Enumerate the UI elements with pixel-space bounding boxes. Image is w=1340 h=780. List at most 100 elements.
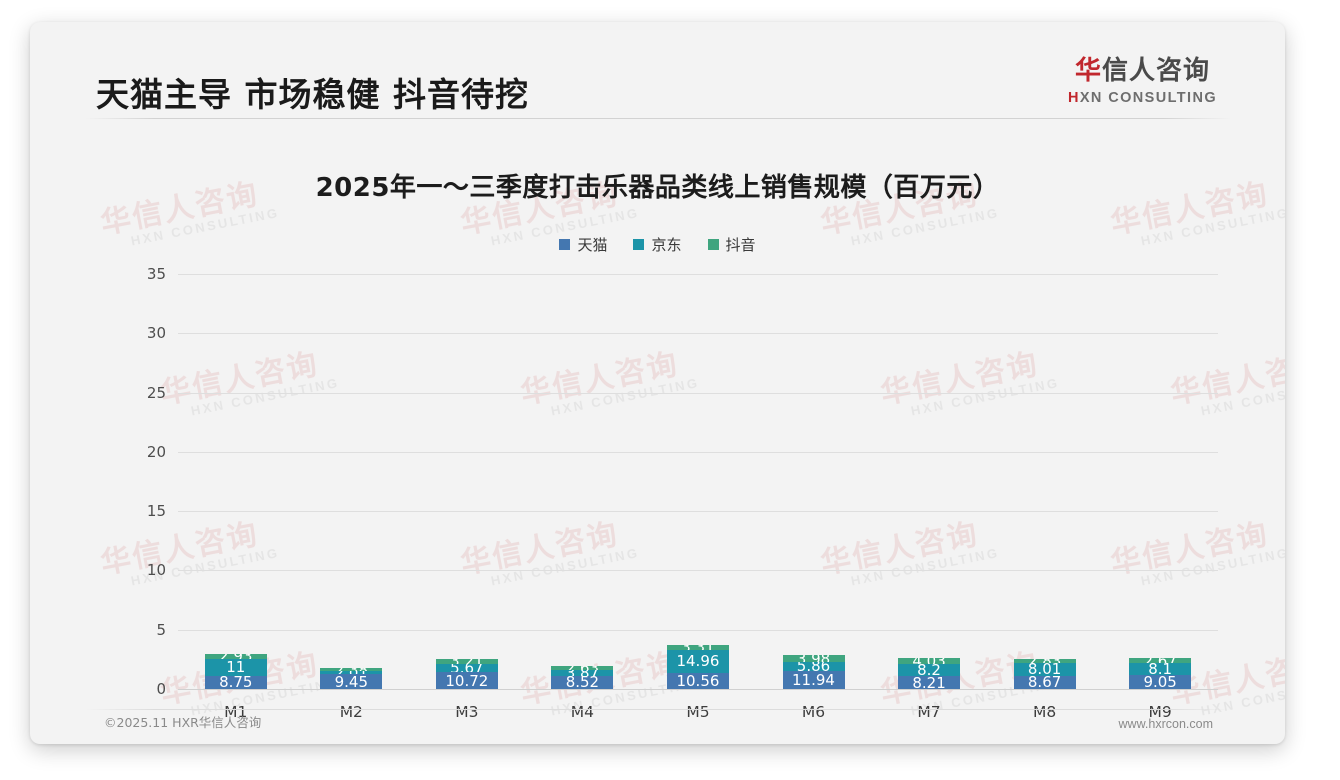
bar-value-label: 14.96 [676, 652, 720, 671]
bar-value-label: 2.38 [335, 668, 368, 672]
x-axis-tick-label: M2 [339, 703, 363, 721]
bar-value-label: 8.67 [1027, 675, 1062, 689]
logo-cn-red: 华 [1074, 56, 1102, 86]
bar-segment-天猫[interactable]: 8.52 [551, 675, 614, 689]
stacked-bar[interactable]: 4.038.28.21 [898, 635, 961, 689]
bar-segment-京东[interactable]: 8.1 [1129, 662, 1192, 676]
bar-segment-京东[interactable]: 3.87 [551, 669, 614, 676]
gridline: 30 [147, 324, 1218, 342]
bar-segment-抖音[interactable]: 3.31 [666, 644, 729, 650]
y-axis-tick-label: 30 [146, 324, 166, 343]
stacked-bar[interactable]: 2.633.878.52 [551, 635, 614, 689]
gridline: 0 [156, 680, 1218, 698]
bar-segment-天猫[interactable]: 9.05 [1129, 675, 1192, 689]
bar-value-label: 8.75 [219, 675, 253, 690]
page-title: 天猫主导 市场稳健 抖音待挖 [96, 75, 529, 114]
legend-label: 京东 [651, 236, 682, 254]
bar-segment-京东[interactable]: 8.2 [898, 663, 961, 677]
legend-label: 天猫 [577, 236, 608, 254]
legend-swatch-icon [707, 239, 719, 250]
bar-segment-天猫[interactable]: 11.94 [782, 670, 845, 689]
stacked-bar[interactable]: 3.215.6710.72 [435, 635, 498, 689]
stacked-bar[interactable]: 2.678.19.05 [1129, 635, 1192, 689]
bar-value-label: 9.45 [334, 674, 369, 689]
bar-segment-抖音[interactable]: 2.83 [1013, 658, 1076, 664]
y-axis-tick-label: 5 [156, 620, 166, 639]
bar-segment-京东[interactable]: 14.96 [666, 649, 729, 673]
logo-en-red: H [1067, 90, 1080, 106]
bar-segment-天猫[interactable]: 10.56 [666, 672, 729, 689]
bar-value-label: 5.86 [796, 661, 831, 671]
bar-value-label: 8.52 [565, 675, 600, 689]
bar-segment-天猫[interactable]: 8.75 [204, 675, 267, 690]
bar-value-label: 3.21 [450, 659, 483, 664]
stacked-bar[interactable]: 2.838.018.67 [1013, 635, 1076, 689]
legend-item-1[interactable]: 天猫 [559, 234, 607, 255]
bar-group: 3.215.6710.72 M3 [409, 274, 525, 721]
x-axis-tick-label: M3 [455, 703, 479, 721]
legend-item-3[interactable]: 抖音 [707, 234, 756, 255]
bar-value-label: 2.83 [1028, 659, 1061, 663]
bar-value-label: 10.72 [445, 672, 489, 689]
gridline: 25 [147, 384, 1218, 402]
bar-segment-京东[interactable]: 5.86 [782, 661, 845, 671]
bar-value-label: 2.67 [1143, 658, 1176, 662]
bar-value-label: 3.31 [681, 645, 714, 650]
bar-segment-抖音[interactable]: 2.63 [551, 665, 614, 670]
bar-value-label: 11 [226, 658, 246, 676]
bar-value-label: 11.94 [792, 670, 835, 689]
x-axis-tick-label: M9 [1148, 703, 1172, 721]
legend-label: 抖音 [725, 236, 756, 254]
footer-copyright: ©2025.11 HXR华信人咨询 [104, 715, 262, 730]
bar-segment-京东[interactable]: 11 [204, 658, 267, 676]
bar-value-label: 3.98 [797, 655, 830, 661]
y-axis-tick-label: 20 [146, 442, 166, 461]
gridline: 35 [147, 265, 1218, 283]
y-axis-tick-label: 25 [146, 383, 166, 402]
chart-plot-area: 2.93118.75 M1 2.382.019.45 M2 3.215.6710.72 M… [147, 265, 1218, 721]
y-axis-tick-label: 35 [146, 265, 166, 283]
bar-segment-抖音[interactable]: 3.98 [782, 655, 845, 662]
stacked-bar[interactable]: 2.382.019.45 [320, 635, 383, 689]
bar-segment-抖音[interactable]: 4.03 [898, 657, 961, 664]
bar-value-label: 10.56 [676, 672, 720, 689]
bar-value-label: 5.67 [450, 664, 483, 673]
bar-segment-天猫[interactable]: 9.45 [320, 674, 383, 689]
bar-segment-天猫[interactable]: 10.72 [435, 672, 498, 689]
bar-segment-抖音[interactable]: 2.38 [320, 667, 383, 672]
footer-website: www.hxrcon.com [1118, 717, 1213, 731]
bar-segment-抖音[interactable]: 3.21 [435, 658, 498, 664]
bar-segment-京东[interactable]: 2.01 [320, 671, 383, 675]
bar-value-label: 2.63 [566, 666, 599, 670]
bar-group: 2.838.018.67 M8 [987, 274, 1103, 721]
bar-group: 2.678.19.05 M9 [1102, 274, 1218, 721]
slide-header: 天猫主导 市场稳健 抖音待挖 华信人咨询 HXN CONSULTING [30, 22, 1285, 118]
legend-swatch-icon [559, 239, 571, 250]
legend-item-2[interactable]: 京东 [633, 234, 682, 255]
bar-segment-抖音[interactable]: 2.67 [1129, 658, 1192, 663]
logo-english-text: HXN CONSULTING [1068, 91, 1217, 106]
bar-segment-天猫[interactable]: 8.21 [898, 676, 961, 689]
x-axis-tick-label: M1 [224, 703, 248, 721]
bar-segment-抖音[interactable]: 2.93 [204, 654, 267, 659]
bar-series-container: 2.93118.75 M1 2.382.019.45 M2 3.215.6710.72 M… [178, 274, 1218, 721]
slide-canvas: 华信人咨询 HXN CONSULTING 华信人咨询 HXN CONSULTING 华信… [30, 22, 1285, 744]
bar-value-label: 2.01 [335, 671, 368, 674]
chart-legend: 天猫 京东 抖音 [30, 234, 1285, 255]
bar-value-label: 8.21 [912, 676, 946, 689]
bar-segment-天猫[interactable]: 8.67 [1013, 675, 1076, 689]
x-axis-tick-label: M4 [570, 703, 595, 721]
header-divider [86, 118, 1231, 119]
gridline: 5 [156, 621, 1218, 639]
bar-value-label: 8.1 [1148, 662, 1173, 676]
x-axis-tick-label: M5 [686, 703, 710, 721]
bar-value-label: 4.03 [912, 658, 945, 664]
stacked-bar[interactable]: 2.93118.75 [204, 635, 267, 690]
bar-segment-京东[interactable]: 5.67 [435, 663, 498, 673]
y-axis-tick-label: 0 [156, 680, 166, 698]
bar-segment-京东[interactable]: 8.01 [1013, 663, 1076, 676]
y-axis-tick-label: 15 [146, 502, 166, 521]
